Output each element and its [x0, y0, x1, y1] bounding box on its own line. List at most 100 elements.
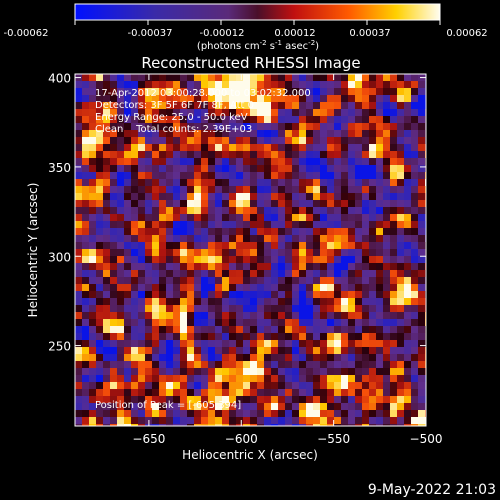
heatmap-cell [397, 193, 404, 200]
heatmap-cell [75, 158, 82, 165]
heatmap-cell [110, 340, 117, 347]
heatmap-cell [152, 375, 159, 382]
heatmap-cell [327, 165, 334, 172]
heatmap-cell [89, 95, 96, 102]
heatmap-cell [103, 256, 110, 263]
heatmap-cell [236, 298, 243, 305]
heatmap-cell [145, 200, 152, 207]
heatmap-cell [243, 158, 250, 165]
heatmap-cell [313, 179, 320, 186]
heatmap-cell [201, 228, 208, 235]
heatmap-cell [152, 151, 159, 158]
heatmap-cell [229, 214, 236, 221]
heatmap-cell [257, 207, 264, 214]
heatmap-cell [75, 242, 82, 249]
heatmap-cell [411, 228, 418, 235]
heatmap-cell [75, 186, 82, 193]
heatmap-cell [82, 137, 89, 144]
heatmap-cell [362, 88, 369, 95]
heatmap-cell [89, 151, 96, 158]
heatmap-cell [292, 81, 299, 88]
heatmap-cell [243, 165, 250, 172]
heatmap-cell [236, 116, 243, 123]
heatmap-cell [96, 249, 103, 256]
heatmap-cell [250, 200, 257, 207]
heatmap-cell [411, 102, 418, 109]
heatmap-cell [411, 403, 418, 410]
heatmap-cell [327, 95, 334, 102]
heatmap-cell [159, 298, 166, 305]
heatmap-cell [215, 410, 222, 417]
heatmap-cell [278, 361, 285, 368]
heatmap-cell [145, 291, 152, 298]
heatmap-cell [362, 95, 369, 102]
heatmap-cell [131, 417, 138, 424]
heatmap-cell [208, 81, 215, 88]
heatmap-cell [369, 81, 376, 88]
heatmap-cell [313, 123, 320, 130]
heatmap-cell [131, 81, 138, 88]
heatmap-cell [411, 284, 418, 291]
heatmap-cell [257, 305, 264, 312]
heatmap-cell [376, 165, 383, 172]
heatmap-cell [215, 326, 222, 333]
heatmap-cell [313, 242, 320, 249]
heatmap-cell [124, 270, 131, 277]
heatmap-cell [418, 340, 425, 347]
heatmap-cell [320, 235, 327, 242]
heatmap-cell [166, 158, 173, 165]
heatmap-cell [313, 235, 320, 242]
heatmap-cell [103, 221, 110, 228]
heatmap-cell [173, 389, 180, 396]
heatmap-cell [89, 396, 96, 403]
heatmap-cell [138, 263, 145, 270]
heatmap-cell [96, 277, 103, 284]
heatmap-cell [145, 158, 152, 165]
heatmap-cell [166, 81, 173, 88]
heatmap-cell [404, 291, 411, 298]
heatmap-cell [383, 109, 390, 116]
heatmap-cell [152, 249, 159, 256]
heatmap-cell [306, 368, 313, 375]
heatmap-cell [145, 319, 152, 326]
heatmap-cell [110, 81, 117, 88]
heatmap-cell [313, 291, 320, 298]
heatmap-cell [222, 305, 229, 312]
heatmap-cell [264, 291, 271, 298]
heatmap-cell [82, 424, 89, 426]
heatmap-cell [138, 116, 145, 123]
heatmap-cell [229, 102, 236, 109]
heatmap-cell [131, 193, 138, 200]
heatmap-cell [383, 123, 390, 130]
heatmap-cell [82, 333, 89, 340]
plot-frame [74, 73, 427, 427]
heatmap-cell [348, 193, 355, 200]
heatmap-cell [334, 340, 341, 347]
heatmap-cell [138, 396, 145, 403]
heatmap-cell [187, 326, 194, 333]
heatmap-cell [278, 137, 285, 144]
heatmap-cell [257, 389, 264, 396]
heatmap-cell [278, 116, 285, 123]
heatmap-cell [96, 172, 103, 179]
heatmap-cell [404, 200, 411, 207]
heatmap-cell [187, 249, 194, 256]
heatmap-cell [201, 144, 208, 151]
heatmap-cell [404, 298, 411, 305]
heatmap-cell [173, 151, 180, 158]
heatmap-cell [187, 165, 194, 172]
heatmap-cell [418, 102, 425, 109]
heatmap-cell [229, 389, 236, 396]
heatmap-cell [306, 109, 313, 116]
heatmap-cell [82, 193, 89, 200]
heatmap-cell [418, 207, 425, 214]
heatmap-cell [89, 88, 96, 95]
heatmap-cell [285, 382, 292, 389]
heatmap-cell [411, 396, 418, 403]
heatmap-cell [103, 228, 110, 235]
heatmap-cell [138, 165, 145, 172]
heatmap-cell [124, 151, 131, 158]
heatmap-cell [229, 382, 236, 389]
heatmap-cell [257, 123, 264, 130]
heatmap-cell [166, 256, 173, 263]
